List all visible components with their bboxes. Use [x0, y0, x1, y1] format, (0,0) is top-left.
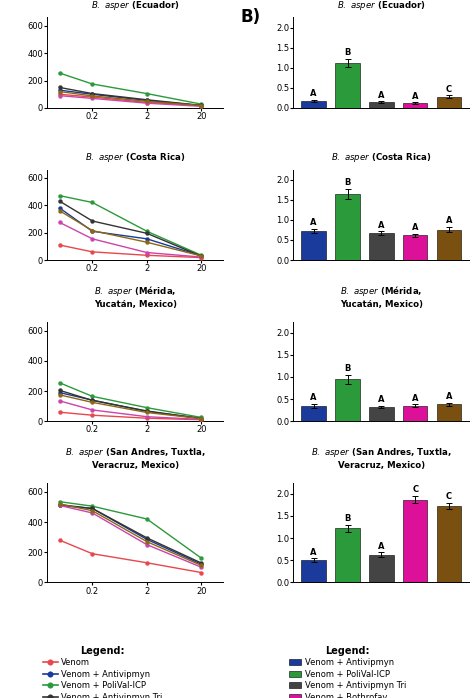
Text: A: A — [310, 393, 317, 402]
Bar — [301, 231, 326, 260]
Bar — [437, 230, 461, 260]
Bar — [301, 406, 326, 421]
Text: B): B) — [241, 8, 261, 27]
Text: A: A — [412, 223, 419, 232]
Text: A: A — [446, 392, 452, 401]
Text: C: C — [412, 485, 418, 494]
Bar — [301, 101, 326, 108]
Text: C: C — [446, 492, 452, 501]
Text: A: A — [378, 395, 384, 404]
Bar — [335, 379, 360, 421]
Text: $\it{B.\ asper}$ (Costa Rica): $\it{B.\ asper}$ (Costa Rica) — [331, 151, 431, 164]
Bar — [335, 528, 360, 582]
Text: A: A — [378, 91, 384, 100]
Bar — [369, 554, 393, 582]
Text: A: A — [310, 218, 317, 228]
Legend: Venom, Venom + Antivipmyn, Venom + PoliVal-ICP, Venom + Antivipmyn Tri, Venom + : Venom, Venom + Antivipmyn, Venom + PoliV… — [43, 646, 163, 698]
Text: $\it{B.\ asper}$ (Ecuador): $\it{B.\ asper}$ (Ecuador) — [337, 0, 426, 12]
Text: $\it{B.\ asper}$ (San Andres, Tuxtla,
Veracruz, Mexico): $\it{B.\ asper}$ (San Andres, Tuxtla, Ve… — [65, 446, 206, 470]
Text: A: A — [310, 89, 317, 98]
Bar — [369, 407, 393, 421]
Text: B: B — [344, 48, 351, 57]
Text: B: B — [344, 364, 351, 373]
Bar — [437, 404, 461, 421]
Text: $\it{B.\ asper}$ (Costa Rica): $\it{B.\ asper}$ (Costa Rica) — [85, 151, 185, 164]
Bar — [403, 406, 428, 421]
Text: A: A — [446, 216, 452, 225]
Bar — [369, 233, 393, 260]
Bar — [335, 193, 360, 260]
Bar — [437, 97, 461, 108]
Text: A: A — [310, 548, 317, 557]
Bar — [301, 560, 326, 582]
Bar — [437, 506, 461, 582]
Bar — [403, 103, 428, 108]
Text: $\it{B.\ asper}$ (Mérida,
Yucatán, Mexico): $\it{B.\ asper}$ (Mérida, Yucatán, Mexic… — [94, 283, 177, 309]
Text: B: B — [344, 514, 351, 523]
Text: A: A — [378, 542, 384, 551]
Bar — [369, 102, 393, 108]
Text: A: A — [412, 91, 419, 101]
Bar — [403, 235, 428, 260]
Text: A: A — [412, 394, 419, 403]
Bar — [403, 500, 428, 582]
Text: B: B — [344, 178, 351, 187]
Text: $\it{B.\ asper}$ (San Andres, Tuxtla,
Veracruz, Mexico): $\it{B.\ asper}$ (San Andres, Tuxtla, Ve… — [311, 446, 452, 470]
Text: $\it{B.\ asper}$ (Ecuador): $\it{B.\ asper}$ (Ecuador) — [91, 0, 180, 12]
Text: A: A — [378, 221, 384, 230]
Text: C: C — [446, 84, 452, 94]
Text: $\it{B.\ asper}$ (Mérida,
Yucatán, Mexico): $\it{B.\ asper}$ (Mérida, Yucatán, Mexic… — [340, 283, 423, 309]
Bar — [335, 63, 360, 108]
Legend: Venom + Antivipmyn, Venom + PoliVal-ICP, Venom + Antivipmyn Tri, Venom + Bothrof: Venom + Antivipmyn, Venom + PoliVal-ICP,… — [289, 646, 406, 698]
